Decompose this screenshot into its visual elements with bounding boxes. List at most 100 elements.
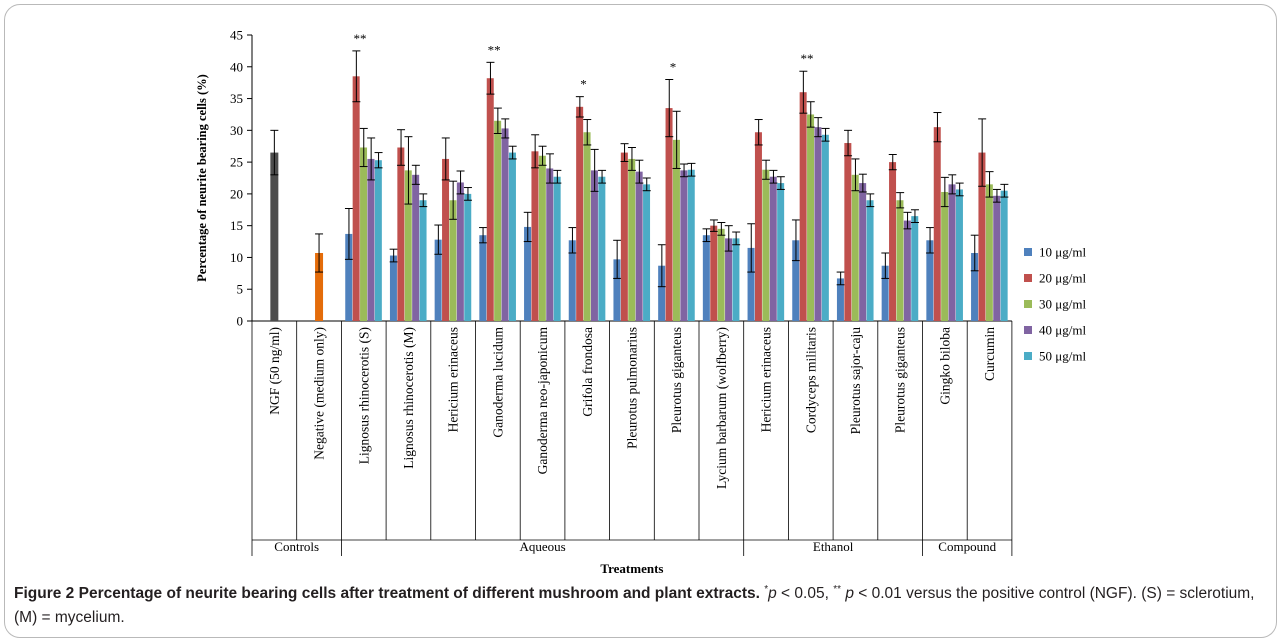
bar (747, 247, 755, 321)
x-category-label: Lignosus rhinocerotis (M) (401, 327, 416, 469)
bar (590, 170, 598, 321)
y-tick-label: 0 (237, 314, 244, 329)
x-category-label: Pleurotus sajor-caju (848, 327, 863, 435)
bar (687, 169, 695, 321)
x-category-label: Gingko biloba (937, 327, 952, 405)
bar (807, 114, 815, 321)
bar (397, 147, 405, 321)
bar (911, 216, 919, 321)
bar (955, 189, 963, 321)
bar (881, 265, 889, 321)
control-bar (270, 152, 279, 321)
y-tick-label: 25 (230, 155, 243, 170)
bar (754, 132, 762, 321)
bar (419, 200, 427, 321)
significance-marker: ** (801, 51, 814, 66)
bar-chart: 0 5 10 15 20 25 30 35 40 45 Percentage of neurite … (195, 28, 1086, 577)
x-category-label: Cordyceps militaris (803, 327, 818, 433)
x-category-label: NGF (50 ng/ml) (267, 327, 282, 415)
bar (501, 128, 509, 321)
bar (896, 200, 904, 321)
x-axis-title: Treatments (600, 561, 663, 576)
bar (978, 152, 986, 321)
significance-marker: ** (488, 42, 501, 57)
bar (672, 139, 680, 321)
bar (531, 151, 539, 321)
bar (508, 152, 516, 321)
y-axis-title: Percentage of neurite bearing cells (%) (195, 74, 209, 282)
bar (732, 238, 740, 321)
bar (449, 200, 457, 321)
sig1-text: < 0.05, (776, 585, 834, 602)
bar (717, 228, 725, 321)
legend-swatch (1024, 326, 1032, 334)
legend-swatch (1024, 274, 1032, 282)
bar (859, 183, 867, 321)
bar (352, 76, 360, 321)
bar (941, 191, 949, 321)
legend-entry: 30 μg/ml (1039, 297, 1086, 312)
bar (836, 278, 844, 321)
x-category-label: Hericium erinaceus (446, 327, 461, 432)
x-category-label: Pleurotus pulmonarius (624, 327, 639, 449)
control-bar (315, 252, 324, 321)
bar (389, 255, 397, 321)
bar (903, 220, 911, 321)
figure-caption: Figure 2 Percentage of neurite bearing c… (14, 582, 1264, 630)
legend-entry: 10 μg/ml (1039, 245, 1086, 260)
bar (814, 127, 822, 322)
bar (799, 92, 807, 321)
legend-swatch (1024, 300, 1032, 308)
x-category-label: Pleurotus giganteus (669, 327, 684, 433)
y-tick-label: 15 (230, 218, 243, 233)
y-tick-label: 30 (230, 123, 243, 138)
bar (546, 168, 554, 321)
legend-entry: 20 μg/ml (1039, 271, 1086, 286)
bar (658, 265, 666, 321)
bar (494, 120, 502, 321)
legend-swatch (1024, 248, 1032, 256)
bar (762, 169, 770, 321)
bar (933, 127, 941, 322)
y-tick-label: 5 (237, 282, 244, 297)
bar (948, 184, 956, 321)
caption-label: Figure 2 (14, 585, 75, 602)
bar (360, 147, 368, 321)
bar (345, 233, 353, 321)
bar (583, 132, 591, 321)
bar (576, 106, 584, 321)
bar (442, 158, 450, 321)
legend-entry: 50 μg/ml (1039, 349, 1086, 364)
bar (404, 170, 412, 321)
bar (434, 239, 442, 321)
x-category-label: Ganoderma lucidum (490, 327, 505, 438)
bar (598, 176, 606, 321)
bar (792, 240, 800, 321)
x-category-label: Hericium erinaceus (759, 327, 774, 432)
bar (851, 174, 859, 321)
bar (777, 183, 785, 321)
bar (367, 158, 375, 321)
bar (568, 240, 576, 321)
bar (412, 174, 420, 321)
legend-swatch (1024, 352, 1032, 360)
bar (486, 78, 494, 322)
group-label: Compound (938, 539, 996, 554)
sig2-text: < 0.01 versus the positive control (NGF)… (14, 585, 1255, 626)
bar (665, 108, 673, 321)
bar (725, 238, 733, 321)
sig1-mark: * (764, 583, 769, 595)
bar (889, 162, 897, 321)
bar (844, 143, 852, 321)
x-category-label: Lignosus rhinocerotis (S) (356, 327, 371, 464)
y-tick-label: 10 (230, 250, 243, 265)
bar (374, 160, 382, 321)
bar (821, 134, 829, 321)
bar (553, 176, 561, 321)
p-symbol-1: p (768, 585, 777, 602)
caption-title: Percentage of neurite bearing cells afte… (78, 585, 760, 602)
bar (971, 252, 979, 321)
bar (680, 170, 688, 321)
bar (1000, 190, 1008, 321)
p-symbol-2: p (845, 585, 854, 602)
